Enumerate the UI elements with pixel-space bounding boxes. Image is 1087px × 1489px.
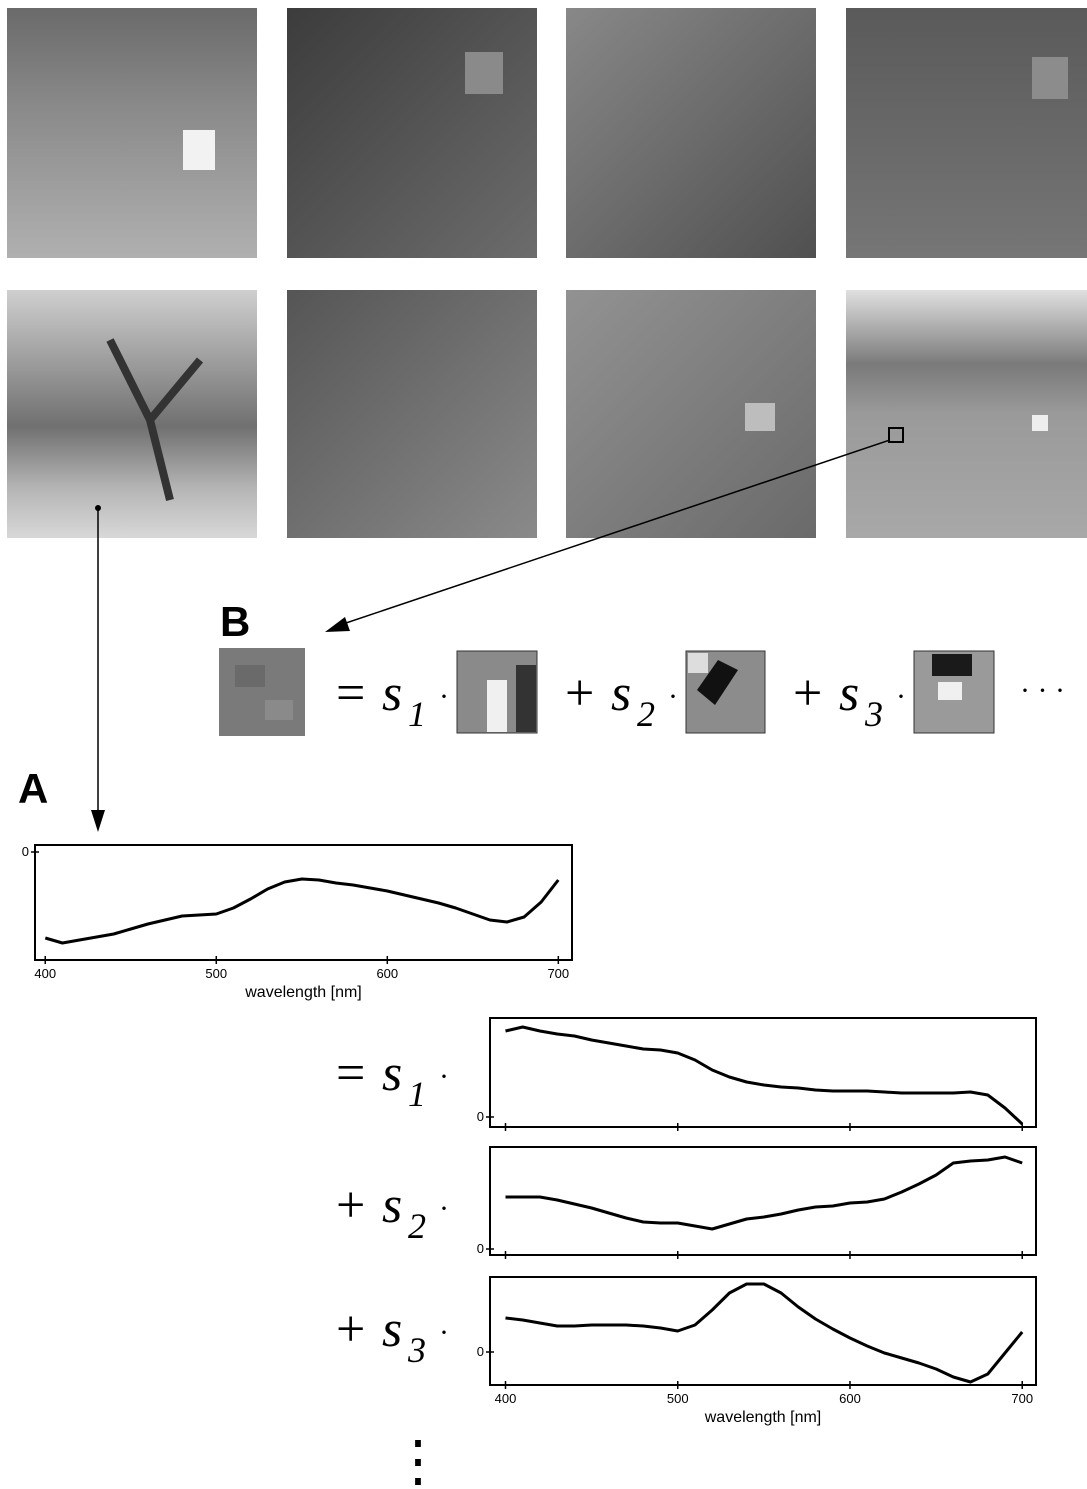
image-patch-texture — [235, 665, 265, 687]
equation-variable: s — [611, 665, 631, 722]
photo — [287, 290, 537, 538]
equation-operator: + — [565, 665, 594, 722]
photo-target — [1032, 415, 1048, 431]
equation-variable: s — [382, 1301, 402, 1358]
arrow-head — [325, 617, 350, 632]
photo — [566, 290, 816, 538]
y-tick-label: 0 — [22, 844, 29, 859]
equation-dot: · — [439, 1192, 449, 1225]
x-tick-label: 400 — [34, 966, 56, 981]
basis-patch-texture — [688, 653, 708, 673]
data-line — [506, 1284, 1023, 1382]
photo-target — [465, 52, 503, 94]
equation-variable: s — [382, 665, 402, 722]
x-axis-label: wavelength [nm] — [704, 1409, 822, 1426]
equation-operator: + — [336, 1177, 365, 1234]
equation-subscript: 3 — [407, 1330, 426, 1370]
equation-operator: = — [336, 1045, 365, 1102]
equation-subscript: 1 — [408, 694, 426, 734]
basis-patch-texture — [516, 665, 536, 732]
y-tick-label: 0 — [477, 1344, 484, 1359]
data-line — [45, 879, 558, 943]
y-tick-label: 0 — [477, 1109, 484, 1124]
equation-subscript: 3 — [864, 694, 883, 734]
equation-subscript: 1 — [408, 1074, 426, 1114]
equation-operator: + — [336, 1301, 365, 1358]
equation-ellipsis: ⋮ — [390, 1431, 446, 1489]
equation-dot: · — [439, 680, 449, 713]
photos — [7, 8, 1087, 538]
x-tick-label: 500 — [667, 1391, 689, 1406]
basis-patch-texture — [938, 682, 962, 700]
basis-patch-texture — [487, 680, 507, 732]
x-tick-label: 700 — [547, 966, 569, 981]
y-tick-label: 0 — [477, 1241, 484, 1256]
x-tick-label: 600 — [376, 966, 398, 981]
data-line — [506, 1157, 1023, 1229]
equation-dot: · — [896, 680, 906, 713]
equation-ellipsis: · · · — [1020, 674, 1065, 707]
photo — [846, 290, 1087, 538]
equation-operator: + — [793, 665, 822, 722]
data-line — [506, 1027, 1023, 1124]
panel-label: A — [18, 765, 48, 812]
plot-frame — [490, 1277, 1036, 1385]
x-tick-label: 400 — [495, 1391, 517, 1406]
x-axis-label: wavelength [nm] — [244, 984, 362, 1001]
photo — [7, 290, 257, 538]
figure: B A =s1·+s2·+s3·· · ·=s1·+s2·+s3·⋮040050… — [0, 0, 1087, 1489]
photo-target — [183, 130, 215, 170]
arrow-head — [91, 810, 105, 832]
equation-variable: s — [382, 1045, 402, 1102]
photo-target — [1032, 57, 1068, 99]
basis-patch-texture — [932, 654, 972, 676]
photo — [287, 8, 537, 258]
x-tick-label: 600 — [839, 1391, 861, 1406]
photo — [846, 8, 1087, 258]
image-patch — [219, 648, 305, 736]
plot-frame — [35, 845, 572, 960]
equation-subscript: 2 — [637, 694, 655, 734]
equation-variable: s — [839, 665, 859, 722]
equation-dot: · — [668, 680, 678, 713]
panel-label: B — [220, 598, 250, 645]
x-tick-label: 700 — [1011, 1391, 1033, 1406]
x-tick-label: 500 — [205, 966, 227, 981]
photo-target — [745, 403, 775, 431]
equation-variable: s — [382, 1177, 402, 1234]
image-patch-texture — [265, 700, 293, 720]
equation-operator: = — [336, 665, 365, 722]
equation-dot: · — [439, 1060, 449, 1093]
equation-dot: · — [439, 1316, 449, 1349]
photo — [7, 8, 257, 258]
photo — [566, 8, 816, 258]
equation-subscript: 2 — [408, 1206, 426, 1246]
